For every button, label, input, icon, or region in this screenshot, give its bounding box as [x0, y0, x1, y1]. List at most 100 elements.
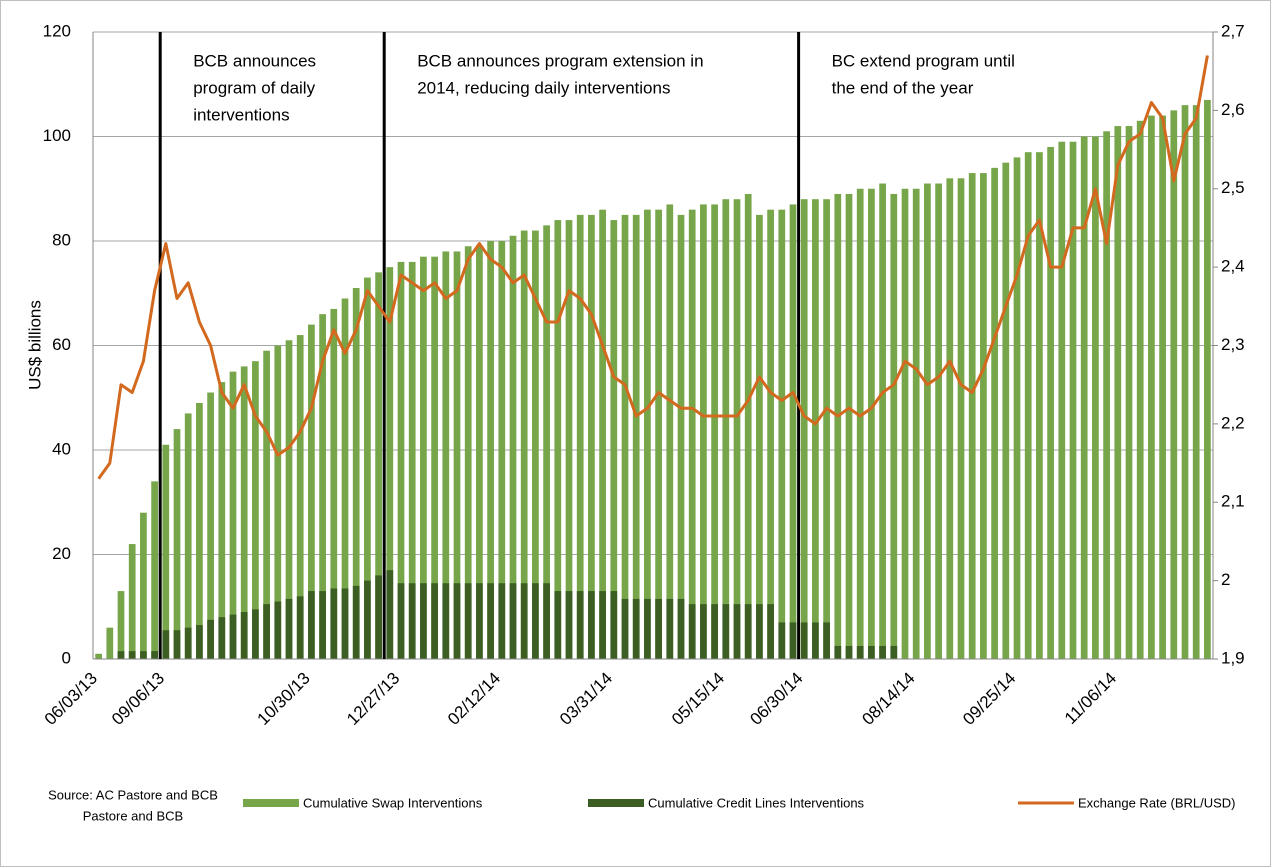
bar	[599, 591, 606, 659]
bar	[666, 204, 674, 660]
bar	[1047, 146, 1054, 659]
y-axis-label: US$ billions	[25, 300, 44, 390]
bar	[453, 251, 461, 659]
bar	[252, 609, 259, 659]
bar	[991, 167, 998, 659]
bar	[106, 627, 114, 659]
bar	[442, 251, 450, 659]
bar	[700, 204, 707, 660]
bar	[252, 361, 259, 659]
bar	[397, 261, 405, 659]
bar	[1069, 141, 1077, 660]
legend-label: Cumulative Credit Lines Interventions	[648, 795, 865, 810]
y2-tick-label: 1,9	[1221, 648, 1245, 667]
legend-label: Cumulative Swap Interventions	[303, 795, 483, 810]
bar	[196, 402, 203, 659]
bar	[588, 214, 595, 659]
bar	[520, 230, 528, 660]
bar	[599, 209, 606, 659]
y2-tick-label: 2,4	[1221, 257, 1245, 276]
bar	[341, 588, 349, 659]
bar	[1181, 105, 1189, 659]
bar	[364, 580, 371, 659]
bar	[140, 512, 147, 659]
annotation: interventions	[193, 105, 289, 124]
bar	[733, 604, 741, 659]
bar	[386, 570, 394, 659]
bar	[733, 199, 741, 659]
bar	[117, 651, 125, 659]
bar	[722, 604, 730, 659]
bar	[980, 173, 987, 659]
bar	[823, 622, 830, 659]
bar	[173, 429, 181, 659]
bar	[352, 585, 360, 659]
bar	[666, 598, 674, 659]
bar	[722, 199, 730, 659]
bar	[431, 256, 438, 659]
bar	[509, 583, 517, 659]
bar	[1192, 105, 1200, 659]
bar	[778, 209, 786, 659]
bar	[677, 598, 685, 659]
bar	[879, 183, 886, 659]
bar	[319, 314, 326, 659]
bar	[744, 604, 752, 659]
bar	[520, 583, 528, 659]
bar	[274, 601, 282, 659]
bar	[207, 619, 214, 659]
bar	[655, 598, 662, 659]
bar	[263, 604, 270, 659]
bar	[789, 204, 797, 660]
bar	[464, 246, 472, 659]
bar	[800, 622, 808, 659]
y-tick-label: 60	[52, 335, 71, 354]
bar	[397, 583, 405, 659]
bar	[296, 596, 304, 659]
bar	[901, 188, 909, 659]
y-tick-label: 20	[52, 544, 71, 563]
y-tick-label: 80	[52, 230, 71, 249]
bar	[688, 209, 696, 659]
bar	[285, 340, 293, 659]
bar	[588, 591, 595, 659]
bar	[845, 645, 853, 659]
annotation: BC extend program until	[832, 51, 1015, 70]
bar	[812, 622, 819, 659]
bar	[912, 188, 920, 659]
bar	[845, 193, 853, 659]
annotation: BCB announces program extension in	[417, 51, 703, 70]
bar	[767, 604, 774, 659]
annotation: program of daily	[193, 78, 315, 97]
bar	[1114, 126, 1122, 660]
bar	[778, 622, 786, 659]
bar	[476, 583, 483, 659]
bar	[509, 235, 517, 659]
bar	[308, 591, 315, 659]
line	[97, 55, 1209, 480]
annotation: BCB announces	[193, 51, 316, 70]
bar	[1013, 157, 1021, 659]
bar	[856, 645, 864, 659]
y2-tick-label: 2	[1221, 570, 1230, 589]
bar	[162, 444, 170, 659]
bar	[274, 345, 282, 659]
bar	[184, 413, 192, 659]
bar	[576, 214, 584, 659]
bar	[352, 288, 360, 659]
bar	[946, 178, 954, 660]
bar	[330, 588, 338, 659]
bar	[1125, 126, 1133, 660]
bar	[128, 651, 136, 659]
bar	[767, 209, 774, 659]
bar	[610, 591, 618, 659]
bar	[128, 544, 136, 659]
bar	[688, 604, 696, 659]
bar	[498, 583, 506, 659]
bar	[565, 591, 573, 659]
bar	[341, 298, 349, 659]
bar	[789, 622, 797, 659]
bar	[621, 598, 629, 659]
bar	[487, 583, 494, 659]
